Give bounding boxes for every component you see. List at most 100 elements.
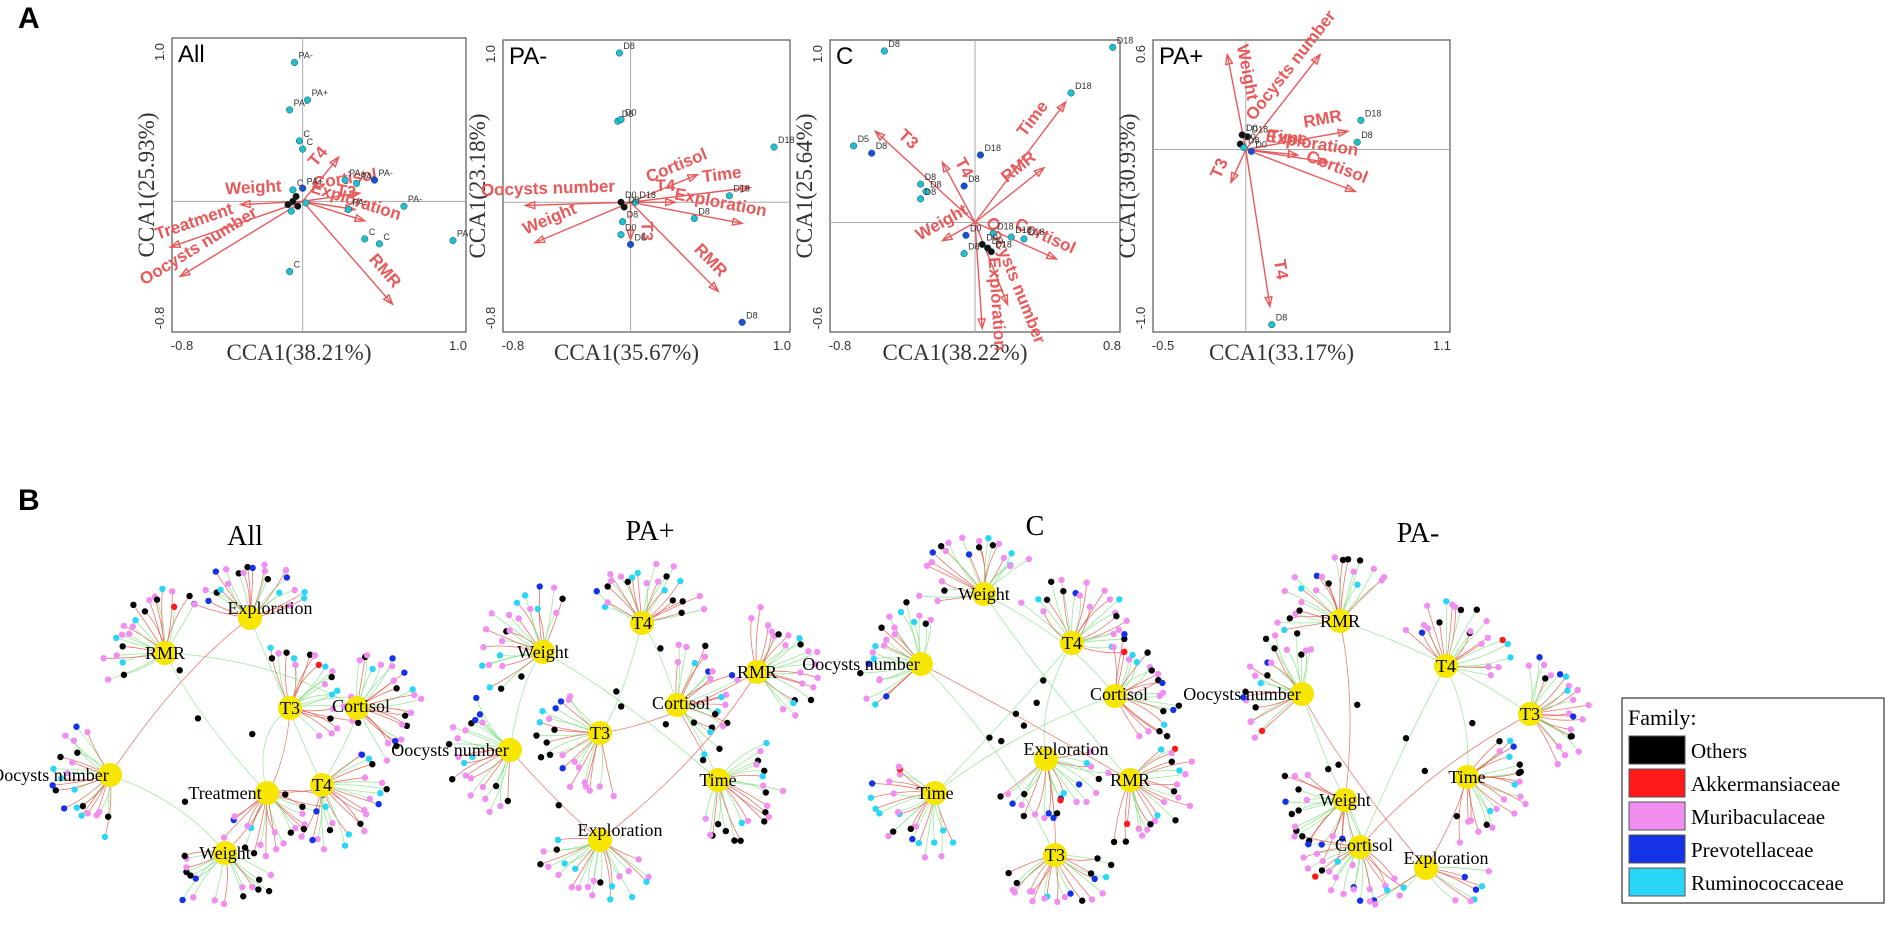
point-label: D8 [930,179,942,189]
data-point [375,240,383,248]
taxon-node [271,829,279,836]
taxon-node [1541,675,1549,682]
taxon-node [299,810,306,817]
taxon-node [1145,728,1152,735]
taxon-node [119,643,126,650]
taxon-node [113,634,120,642]
taxon-node [927,616,934,624]
hub-label: Exploration [228,598,313,618]
point-label: D8 [925,172,937,182]
arrow-time: Time [630,163,753,203]
taxon-node [264,575,272,583]
taxon-node [1061,893,1068,901]
taxon-node [757,747,764,755]
taxon-node [1136,732,1143,740]
taxon-node [915,839,923,847]
data-point [978,240,986,248]
taxon-node [699,756,707,764]
taxon-node [701,653,709,661]
taxon-node [1356,897,1364,904]
hub-node [1434,654,1458,678]
taxon-node [515,615,522,622]
taxon-node [283,649,290,656]
network-edge [920,663,1131,781]
taxon-node [540,848,547,855]
taxon-node [1304,771,1311,779]
taxon-node [1067,890,1074,897]
taxon-node [334,725,341,732]
hub-node [531,640,555,664]
taxon-node [261,567,269,575]
taxon-node [545,863,552,870]
point-label: C [307,137,314,147]
data-point [302,199,310,207]
hub-label: RMR [1110,770,1150,790]
taxon-node [1122,838,1130,845]
taxon-node [1252,704,1259,711]
plot-frame [502,39,791,333]
taxon-node [1176,767,1183,774]
taxon-node [1575,748,1582,755]
data-point [1007,233,1015,241]
taxon-node [643,579,650,587]
taxon-node [328,673,335,681]
taxon-node [1092,789,1100,797]
data-point [1268,321,1276,329]
arrow-label: Time [1013,97,1052,140]
taxon-node [1298,651,1305,658]
taxon-node [1248,718,1255,725]
taxon-node [1026,888,1034,895]
taxon-node [1489,824,1496,831]
taxon-node [57,753,64,761]
taxon-node [941,587,948,594]
taxon-node [1569,713,1577,720]
taxon-node [321,681,329,688]
taxon-node [814,674,821,682]
taxon-node [1054,898,1061,906]
taxon-node [1487,672,1495,679]
arrow-head [665,197,678,207]
hub-node [213,841,237,865]
taxon-node [797,641,804,648]
y-tick-label: 1.0 [152,43,167,61]
network-edge [934,642,1073,794]
taxon-node [315,661,323,669]
point-label: D0 [1246,123,1258,133]
taxon-node [409,686,416,693]
taxon-node [314,835,321,843]
hub-node [745,660,769,684]
network-pa: PA- RMR T4 Oocysts number T3 Time Weight Cortis… [1183,518,1592,908]
data-point [1247,147,1255,155]
taxon-node [1257,679,1265,687]
y-tick-label: -0.8 [483,307,498,329]
taxon-node [1496,737,1503,745]
taxon-node [696,592,704,600]
taxon-node [617,573,625,580]
network-nodes [1240,554,1592,908]
data-point [987,248,995,256]
y-axis-title: CCA1(25.64%) [792,113,817,258]
taxon-node [267,871,275,879]
taxon-node [597,879,604,886]
taxon-node [179,896,186,904]
taxon-node [169,588,176,595]
network-all: All RMR Exploration T3 Cortisol Oocysts numbe… [0,521,425,908]
taxon-node [57,775,65,782]
hub-node [588,828,612,852]
arrow-head [708,281,720,293]
taxon-node [1443,598,1450,605]
hub-node [1103,684,1127,708]
taxon-node [1160,798,1168,806]
taxon-node [716,745,723,752]
taxon-node [1510,743,1517,750]
taxon-node [1045,810,1052,817]
taxon-node [876,810,883,817]
taxon-node [949,839,957,846]
taxon-node [1040,608,1047,615]
taxon-node [1009,800,1016,807]
taxon-node [84,728,91,736]
taxon-node [479,783,487,791]
data-point [304,96,312,104]
taxon-node [1402,735,1410,742]
taxon-node [1163,732,1171,740]
